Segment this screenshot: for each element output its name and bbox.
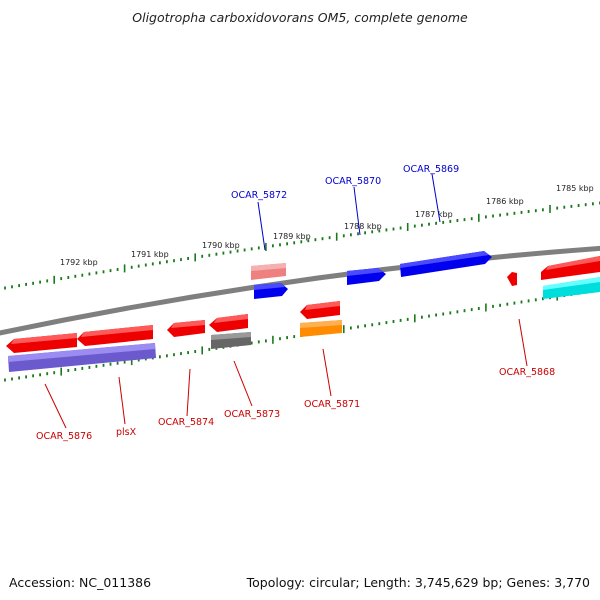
connector-line: [257, 201, 266, 251]
connector-line: [431, 173, 441, 223]
scale-label: 1785 kbp: [556, 184, 594, 193]
gene-label-plsx[interactable]: plsX: [116, 427, 137, 438]
connector-line: [233, 360, 253, 407]
gene-label-ocar-5870[interactable]: OCAR_5870: [325, 176, 381, 187]
gene-highlight: [543, 277, 600, 290]
outer-tick-ring: [4, 201, 600, 290]
gene-highlight: [300, 320, 342, 328]
gene-highlight: [214, 314, 248, 323]
genome-summary-text: Topology: circular; Length: 3,745,629 bp…: [246, 575, 590, 590]
connector-line: [44, 383, 67, 429]
gene-label-ocar-5873[interactable]: OCAR_5873: [224, 409, 280, 420]
gene-label-ocar-5874[interactable]: OCAR_5874: [158, 417, 214, 428]
gene-highlight: [305, 301, 340, 310]
gene-label-ocar-5868[interactable]: OCAR_5868: [499, 367, 555, 378]
scale-label: 1788 kbp: [344, 222, 382, 231]
scale-label: 1790 kbp: [202, 241, 240, 250]
gene-highlight: [400, 251, 489, 268]
gene-highlight: [211, 332, 251, 340]
gene-highlight: [347, 268, 383, 276]
genome-backbone: [0, 245, 600, 336]
gene-label-ocar-5872[interactable]: OCAR_5872: [231, 190, 287, 201]
gene-highlight: [171, 320, 205, 328]
connector-line: [353, 186, 361, 236]
map-title: Oligotropha carboxidovorans OM5, complet…: [132, 10, 468, 25]
connector-line: [186, 368, 191, 417]
gene-highlight: [251, 263, 286, 271]
accession-text: Accession: NC_011386: [9, 575, 152, 590]
gene-label-ocar-5869[interactable]: OCAR_5869: [403, 164, 459, 175]
scale-label: 1786 kbp: [486, 197, 524, 206]
gene-highlight: [11, 333, 77, 344]
connector-line: [322, 348, 332, 397]
scale-label: 1789 kbp: [273, 232, 311, 241]
gene-highlight: [81, 325, 153, 337]
connector-line: [118, 376, 126, 425]
gene-highlight: [8, 343, 155, 362]
gene-highlight: [254, 283, 285, 290]
gene-label-ocar-5871[interactable]: OCAR_5871: [304, 399, 360, 410]
scale-label: 1792 kbp: [60, 258, 98, 267]
connector-line: [518, 318, 528, 367]
gene-feature-red-small[interactable]: [507, 272, 517, 286]
gene-highlight: [546, 256, 600, 270]
gene-label-ocar-5876[interactable]: OCAR_5876: [36, 431, 92, 442]
gene-features: [6, 251, 600, 372]
scale-label: 1791 kbp: [131, 250, 169, 259]
scale-label: 1787 kbp: [415, 210, 453, 219]
